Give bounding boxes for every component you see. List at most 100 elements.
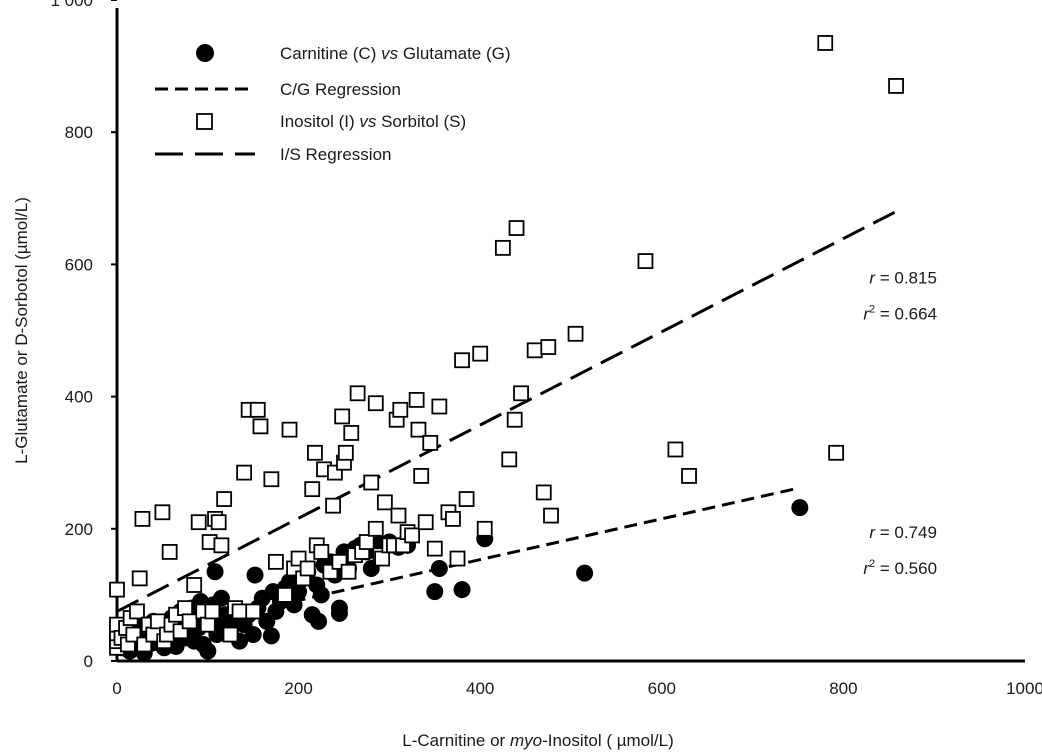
inositol-sorbitol-point xyxy=(681,468,697,484)
inositol-sorbitol-point xyxy=(129,603,145,620)
x-tick-label: 400 xyxy=(466,679,494,698)
inositol-sorbitol-point xyxy=(249,401,266,418)
inositol-sorbitol-point xyxy=(888,78,904,94)
y-tick-label: 200 xyxy=(65,520,93,539)
inositol-sorbitol-point xyxy=(340,563,357,580)
inositol-sorbitol-point xyxy=(236,464,253,481)
inositol-sorbitol-point xyxy=(445,510,461,527)
inositol-sorbitol-point xyxy=(267,553,284,570)
carnitine-glutamate-point xyxy=(576,564,594,582)
inositol-sorbitol-point xyxy=(376,494,393,511)
inositol-sorbitol-point xyxy=(476,520,493,537)
inositol-sorbitol-point xyxy=(161,544,178,560)
y-axis-title: L-Glutamate or D-Sorbotol (µmol/L) xyxy=(12,197,31,464)
inositol-sorbitol-point xyxy=(390,507,407,524)
carnitine-glutamate-point xyxy=(246,566,264,584)
legend-label: Inositol (I) vs Sorbitol (S) xyxy=(280,112,466,131)
y-tick-label: 800 xyxy=(65,123,93,142)
inositol-sorbitol-point xyxy=(458,491,475,507)
carnitine-glutamate-point xyxy=(310,612,328,630)
inositol-sorbitol-point xyxy=(213,537,230,554)
r-annotation: r = 0.815 xyxy=(869,269,937,288)
inositol-sorbitol-point xyxy=(408,392,425,408)
inositol-sorbitol-point xyxy=(358,534,375,550)
inositol-sorbitol-point xyxy=(177,600,194,617)
inositol-sorbitol-point xyxy=(543,507,559,524)
carnitine-glutamate-point xyxy=(453,581,471,599)
inositol-sorbitol-point xyxy=(535,484,552,501)
inositol-sorbitol-point xyxy=(817,35,834,51)
inositol-sorbitol-point xyxy=(367,520,384,537)
inositol-sorbitol-point xyxy=(304,481,321,498)
inositol-sorbitol-point xyxy=(367,395,384,412)
inositol-sorbitol-point xyxy=(349,385,366,402)
inositol-sorbitol-point xyxy=(299,560,316,577)
inositol-sorbitol-point xyxy=(404,527,421,544)
r-squared-annotation: r2 = 0.560 xyxy=(863,558,937,578)
inositol-sorbitol-point xyxy=(513,385,529,402)
inositol-sorbitol-point xyxy=(667,441,684,458)
inositol-sorbitol-point xyxy=(245,603,262,620)
inositol-sorbitol-point xyxy=(131,570,148,587)
carnitine-glutamate-point xyxy=(290,583,308,601)
legend-square-icon xyxy=(196,113,213,130)
inositol-sorbitol-point xyxy=(277,587,293,603)
inositol-sorbitol-point xyxy=(325,497,342,514)
carnitine-glutamate-point xyxy=(426,583,444,601)
inositol-sorbitol-point xyxy=(392,401,409,418)
inositol-sorbitol-point xyxy=(417,514,434,531)
inositol-sorbitol-point xyxy=(252,418,269,435)
x-axis-title: L-Carnitine or myo-Inositol ( µmol/L) xyxy=(402,731,674,750)
r-squared-annotation: r2 = 0.664 xyxy=(863,304,937,324)
inositol-sorbitol-point xyxy=(637,253,654,269)
x-tick-label: 600 xyxy=(648,679,676,698)
inositol-sorbitol-point xyxy=(199,616,216,633)
inositol-sorbitol-point xyxy=(494,239,511,256)
inositol-sorbitol-point xyxy=(422,434,439,451)
carnitine-glutamate-point xyxy=(199,642,217,660)
inositol-sorbitol-point xyxy=(231,603,248,620)
inositol-sorbitol-point xyxy=(190,514,207,531)
legend-circle-icon xyxy=(196,44,214,62)
inositol-sorbitol-point xyxy=(204,603,221,620)
x-tick-label: 0 xyxy=(112,679,121,698)
carnitine-glutamate-point xyxy=(206,563,224,581)
carnitine-glutamate-point xyxy=(212,589,230,607)
inositol-sorbitol-point xyxy=(828,444,845,461)
x-tick-label: 1000 xyxy=(1006,679,1042,698)
inositol-sorbitol-point xyxy=(343,425,360,441)
inositol-sorbitol-point xyxy=(337,444,354,461)
inositol-sorbitol-point xyxy=(374,550,391,567)
inositol-sorbitol-point xyxy=(454,352,470,369)
inositol-sorbitol-point xyxy=(501,451,518,468)
inositol-sorbitol-point xyxy=(567,325,584,342)
carnitine-glutamate-point xyxy=(244,626,262,644)
legend-label: Carnitine (C) vs Glutamate (G) xyxy=(280,44,511,63)
inositol-sorbitol-point xyxy=(540,339,557,355)
r-annotation: r = 0.749 xyxy=(869,523,937,542)
inositol-sorbitol-point xyxy=(263,471,280,488)
y-tick-label: 600 xyxy=(65,255,93,274)
inositol-sorbitol-point xyxy=(154,504,171,521)
y-tick-label: 0 xyxy=(84,652,93,671)
inositol-sorbitol-point xyxy=(186,577,203,593)
carnitine-glutamate-point xyxy=(312,586,330,604)
carnitine-glutamate-point xyxy=(430,559,448,577)
inositol-sorbitol-point xyxy=(413,468,430,484)
inositol-sorbitol-point xyxy=(210,514,227,531)
y-tick-label: 400 xyxy=(65,388,93,407)
x-tick-label: 800 xyxy=(829,679,857,698)
inositol-sorbitol-point xyxy=(181,613,198,630)
inositol-sorbitol-point xyxy=(472,345,489,362)
legend-label: C/G Regression xyxy=(280,80,401,99)
legend-label: I/S Regression xyxy=(280,145,392,164)
inositol-sorbitol-point xyxy=(363,474,380,491)
inositol-sorbitol-point xyxy=(449,550,466,567)
inositol-sorbitol-point xyxy=(109,581,125,598)
inositol-sorbitol-point xyxy=(506,411,523,428)
is_regression-line xyxy=(116,210,897,613)
inositol-sorbitol-point xyxy=(281,421,298,438)
carnitine-glutamate-point xyxy=(262,627,280,645)
